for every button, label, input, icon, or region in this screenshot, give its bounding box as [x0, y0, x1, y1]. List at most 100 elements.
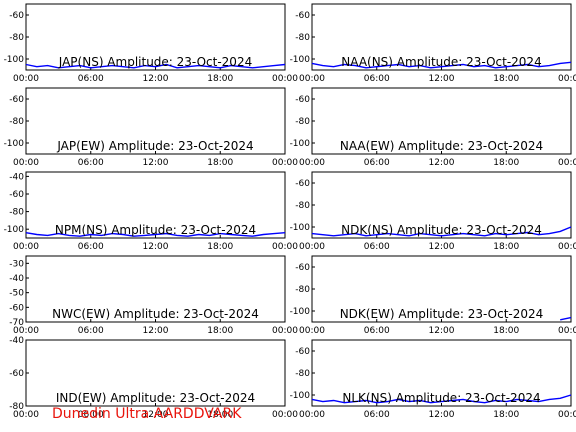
x-tick-label: 00:00: [272, 242, 298, 252]
x-tick-label: 00:00: [558, 242, 576, 252]
y-tick-label: -80: [9, 33, 24, 43]
x-tick-label: 00:00: [13, 326, 39, 336]
x-tick-label: 18:00: [493, 158, 519, 168]
y-tick-label: -40: [9, 172, 24, 182]
y-tick-label: -60: [295, 263, 310, 273]
y-tick-label: -100: [290, 223, 311, 233]
y-tick-label: -100: [290, 55, 311, 65]
x-tick-label: 18:00: [207, 74, 233, 84]
x-tick-label: 12:00: [429, 410, 455, 420]
series-line: [311, 61, 572, 69]
x-tick-label: 00:00: [13, 158, 39, 168]
y-tick-label: -70: [9, 318, 24, 328]
x-tick-label: 00:00: [272, 326, 298, 336]
x-tick-label: 00:00: [272, 410, 298, 420]
y-tick-label: -60: [9, 95, 24, 105]
panel-title: NLK(NS) Amplitude: 23-Oct-2024: [342, 391, 540, 405]
y-tick-label: -60: [295, 95, 310, 105]
x-tick-label: 06:00: [78, 74, 104, 84]
y-tick-label: -60: [9, 11, 24, 21]
y-tick-label: -30: [9, 259, 24, 269]
x-tick-label: 06:00: [78, 410, 104, 420]
y-tick-label: -80: [295, 369, 310, 379]
y-tick-label: -100: [4, 55, 25, 65]
y-tick-label: -100: [290, 307, 311, 317]
series-line: [25, 63, 286, 69]
x-tick-label: 12:00: [143, 74, 169, 84]
y-tick-label: -50: [9, 289, 24, 299]
x-tick-label: 18:00: [493, 242, 519, 252]
y-tick-label: -80: [295, 285, 310, 295]
x-tick-label: 00:00: [13, 74, 39, 84]
panel-title: NDK(EW) Amplitude: 23-Oct-2024: [340, 307, 544, 321]
panel-title: NAA(EW) Amplitude: 23-Oct-2024: [340, 139, 543, 153]
y-tick-label: -60: [295, 179, 310, 189]
y-tick-label: -60: [9, 190, 24, 200]
x-tick-label: 12:00: [143, 326, 169, 336]
panel-title: IND(EW) Amplitude: 23-Oct-2024: [56, 391, 255, 405]
y-tick-label: -80: [9, 402, 24, 412]
y-tick-label: -60: [295, 347, 310, 357]
x-tick-label: 06:00: [364, 326, 390, 336]
x-tick-label: 12:00: [143, 242, 169, 252]
x-tick-label: 00:00: [299, 410, 325, 420]
y-tick-label: -80: [9, 208, 24, 218]
x-tick-label: 00:00: [558, 326, 576, 336]
x-tick-label: 12:00: [143, 158, 169, 168]
x-tick-label: 18:00: [207, 158, 233, 168]
panel-title: NDK(NS) Amplitude: 23-Oct-2024: [341, 223, 542, 237]
x-tick-label: 06:00: [364, 158, 390, 168]
x-tick-label: 18:00: [493, 74, 519, 84]
y-tick-label: -100: [290, 139, 311, 149]
x-tick-label: 00:00: [299, 326, 325, 336]
x-tick-label: 06:00: [78, 242, 104, 252]
x-tick-label: 06:00: [78, 326, 104, 336]
y-tick-label: -80: [9, 117, 24, 127]
y-tick-label: -60: [295, 11, 310, 21]
x-tick-label: 18:00: [493, 410, 519, 420]
x-tick-label: 18:00: [207, 326, 233, 336]
x-tick-label: 00:00: [272, 158, 298, 168]
x-tick-label: 18:00: [207, 410, 233, 420]
x-tick-label: 00:00: [13, 410, 39, 420]
y-tick-label: -80: [295, 117, 310, 127]
x-tick-label: 12:00: [429, 326, 455, 336]
y-tick-label: -40: [9, 336, 24, 346]
x-tick-label: 18:00: [207, 242, 233, 252]
x-tick-label: 12:00: [429, 242, 455, 252]
x-tick-label: 00:00: [558, 410, 576, 420]
x-tick-label: 06:00: [364, 74, 390, 84]
x-tick-label: 00:00: [299, 74, 325, 84]
panel-title: NWC(EW) Amplitude: 23-Oct-2024: [52, 307, 259, 321]
panel-title: NAA(NS) Amplitude: 23-Oct-2024: [341, 55, 541, 69]
series-line: [25, 232, 286, 237]
panel-title: JAP(EW) Amplitude: 23-Oct-2024: [56, 139, 253, 153]
y-tick-label: -40: [9, 274, 24, 284]
y-tick-label: -60: [9, 303, 24, 313]
x-tick-label: 12:00: [143, 410, 169, 420]
footer-label: Dunedin Ultra AARDDVARK: [52, 406, 242, 422]
x-tick-label: 00:00: [299, 242, 325, 252]
y-tick-label: -100: [4, 225, 25, 235]
x-tick-label: 00:00: [558, 74, 576, 84]
x-tick-label: 00:00: [558, 158, 576, 168]
y-tick-label: -100: [4, 139, 25, 149]
series-line: [311, 394, 572, 404]
x-tick-label: 06:00: [78, 158, 104, 168]
x-tick-label: 12:00: [429, 158, 455, 168]
y-tick-label: -100: [290, 391, 311, 401]
y-tick-label: -80: [295, 33, 310, 43]
panel-title: NPM(NS) Amplitude: 23-Oct-2024: [55, 223, 256, 237]
panel-title: JAP(NS) Amplitude: 23-Oct-2024: [58, 55, 252, 69]
x-tick-label: 06:00: [364, 410, 390, 420]
series-line: [560, 316, 572, 321]
y-tick-label: -80: [295, 201, 310, 211]
x-tick-label: 00:00: [13, 242, 39, 252]
x-tick-label: 00:00: [272, 74, 298, 84]
y-tick-label: -60: [9, 369, 24, 379]
x-tick-label: 06:00: [364, 242, 390, 252]
x-tick-label: 18:00: [493, 326, 519, 336]
x-tick-label: 12:00: [429, 74, 455, 84]
x-tick-label: 00:00: [299, 158, 325, 168]
